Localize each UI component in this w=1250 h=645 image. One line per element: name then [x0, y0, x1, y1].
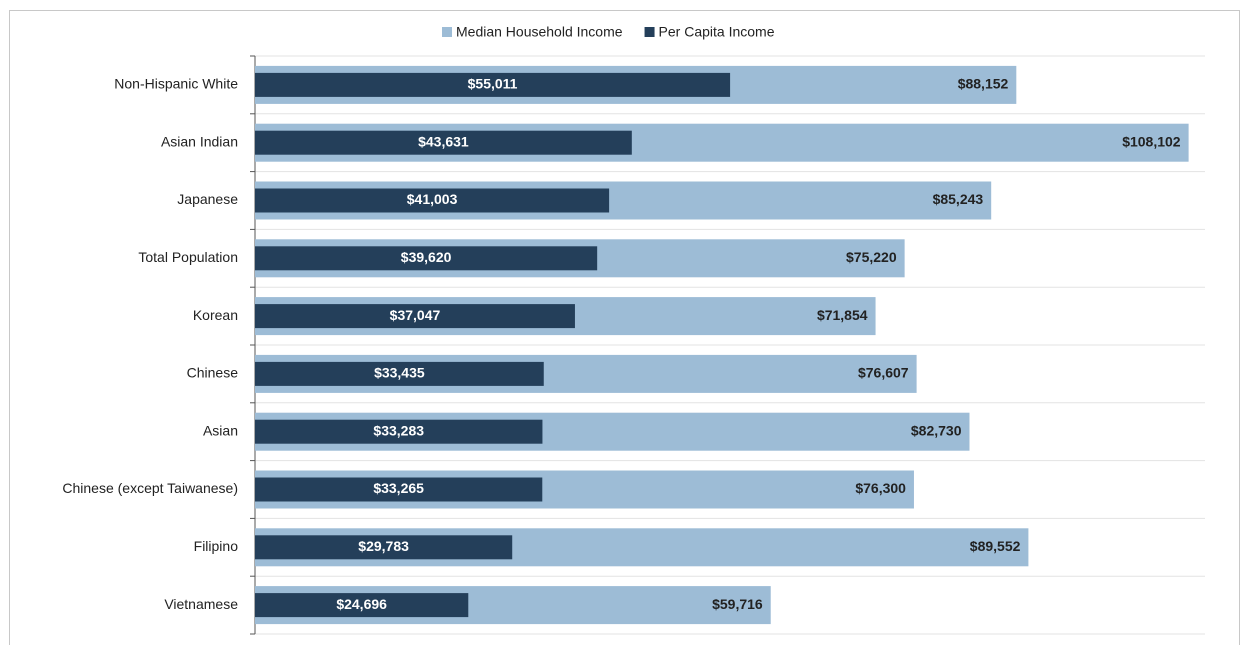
bar	[255, 72, 731, 97]
value-label: $85,243	[933, 191, 984, 207]
legend-swatch	[442, 27, 452, 37]
bar	[255, 188, 610, 213]
y-tick-label: Filipino	[194, 538, 239, 554]
value-label: $89,552	[970, 538, 1021, 554]
value-label: $39,620	[401, 249, 452, 265]
y-tick-label: Chinese	[187, 365, 239, 381]
bar	[255, 535, 513, 560]
value-label: $55,011	[468, 76, 518, 92]
bar	[255, 361, 544, 386]
value-label: $43,631	[418, 133, 469, 149]
bar	[255, 130, 632, 155]
value-label: $59,716	[712, 596, 763, 612]
bar	[255, 304, 575, 329]
value-label: $37,047	[390, 307, 441, 323]
legend-label: Per Capita Income	[659, 24, 775, 40]
bar	[255, 419, 543, 444]
y-tick-label: Vietnamese	[164, 596, 238, 612]
value-label: $75,220	[846, 249, 897, 265]
value-label: $33,283	[373, 422, 424, 438]
y-tick-label: Asian Indian	[161, 133, 238, 149]
value-label: $82,730	[911, 422, 962, 438]
legend-swatch	[644, 27, 655, 37]
value-label: $88,152	[958, 76, 1009, 92]
y-tick-label: Japanese	[177, 191, 238, 207]
bar	[255, 593, 469, 618]
value-label: $33,265	[373, 480, 424, 496]
chart-frame	[9, 10, 1240, 645]
y-tick-label: Total Population	[138, 249, 238, 265]
value-label: $24,696	[336, 596, 387, 612]
value-label: $41,003	[407, 191, 458, 207]
y-tick-label: Korean	[193, 307, 238, 323]
value-label: $33,435	[374, 365, 425, 381]
y-tick-label: Asian	[203, 422, 238, 438]
value-label: $76,607	[858, 365, 909, 381]
bar	[255, 246, 598, 271]
y-tick-label: Chinese (except Taiwanese)	[62, 480, 238, 496]
y-tick-label: Non-Hispanic White	[114, 76, 238, 92]
value-label: $76,300	[855, 480, 906, 496]
value-label: $108,102	[1122, 133, 1181, 149]
value-label: $71,854	[817, 307, 868, 323]
value-label: $29,783	[358, 538, 409, 554]
legend-label: Median Household Income	[456, 24, 623, 40]
bar	[255, 477, 543, 502]
